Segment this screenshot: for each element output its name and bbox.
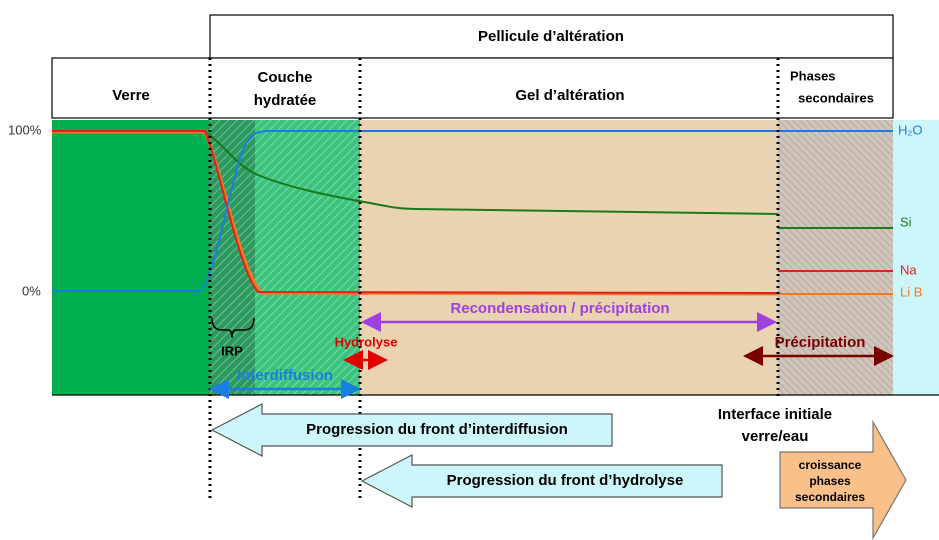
header-title: Pellicule d’altération [478,28,624,45]
croissance-label: croissance [799,458,862,472]
zone-label: Phases [790,68,836,83]
header-box [209,14,894,59]
zone-phases-hatch [778,120,893,395]
zone-row [51,57,894,119]
axis-label: 0% [22,283,41,298]
irp-label: IRP [221,343,243,358]
front-label: Progression du front d’hydrolyse [447,472,684,489]
croissance-label: secondaires [795,490,865,504]
zone-label: Gel d’altération [515,87,624,104]
croissance-label: phases [809,474,851,488]
zone-label: Verre [112,87,150,104]
irp-brace [211,317,255,339]
interface-label: Interface initiale [718,406,832,423]
hydrolyse-label: Hydrolyse [335,334,398,349]
interdiffusion-label: Interdiffusion [237,367,333,384]
si-curve [51,130,779,215]
zone-eau [893,120,939,395]
species-label: H₂O [898,122,923,137]
recondensation-label: Recondensation / précipitation [450,300,669,317]
species-label: Na [900,262,917,277]
zone-label: Couche [257,69,312,86]
species-label: Li B [900,284,922,299]
na-curve [52,130,779,294]
zone-label: secondaires [798,90,874,105]
croissance-arrow [779,419,907,540]
front-label: Progression du front d’interdiffusion [306,421,568,438]
interface-label: verre/eau [742,428,809,445]
zone-gel [360,120,778,395]
front-arrow [360,454,723,508]
zone-verre [52,120,210,395]
zone-label: hydratée [254,92,317,109]
front-arrow [210,403,613,457]
axis-label: 100% [8,122,42,137]
zone-hatch [210,120,360,395]
precipitation-label: Précipitation [775,334,866,351]
species-label: Si [900,214,912,229]
